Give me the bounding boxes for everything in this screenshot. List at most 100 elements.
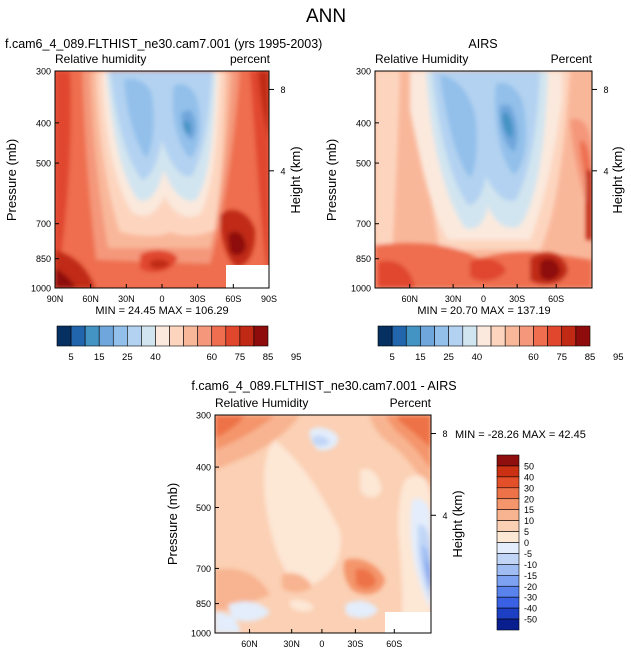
diff-title: f.cam6_4_089.FLTHIST_ne30.cam7.001 - AIR… bbox=[191, 379, 456, 393]
colorbar-swatch bbox=[183, 325, 198, 347]
diff-contour-field bbox=[215, 415, 431, 633]
colorbar-swatch bbox=[496, 465, 520, 478]
model-y-axis-label: Pressure (mb) bbox=[4, 139, 19, 221]
model-left-label: Relative humidity bbox=[55, 52, 146, 66]
colorbar-label: 40 bbox=[150, 352, 161, 363]
y2-tick-label: 8 bbox=[603, 85, 608, 95]
colorbar-swatch bbox=[496, 520, 520, 532]
colorbar-swatch bbox=[253, 325, 269, 347]
colorbar-label: 60 bbox=[528, 352, 539, 363]
colorbar-label: 95 bbox=[613, 352, 624, 363]
y-tick-label: 500 bbox=[36, 159, 51, 169]
colorbar-swatch bbox=[225, 325, 241, 347]
colorbar-swatch bbox=[169, 325, 184, 347]
colorbar-swatch bbox=[391, 325, 407, 347]
y-tick-label: 300 bbox=[356, 67, 371, 77]
x-tick-label: 30S bbox=[509, 294, 525, 304]
colorbar-swatch bbox=[141, 325, 156, 347]
y-tick-label: 1000 bbox=[191, 629, 211, 639]
colorbar-label: 75 bbox=[235, 352, 246, 363]
x-tick-label: 60S bbox=[386, 639, 402, 649]
diff-right-label: Percent bbox=[390, 396, 432, 410]
colorbar-swatch bbox=[496, 476, 520, 489]
colorbar-swatch bbox=[496, 596, 520, 609]
x-tick-label: 30N bbox=[118, 294, 135, 304]
obs-y2-axis-label: Height (km) bbox=[610, 146, 625, 213]
colorbar-swatch bbox=[434, 325, 449, 347]
model-right-label: percent bbox=[230, 52, 271, 66]
y-tick-label: 500 bbox=[196, 503, 211, 513]
y-tick-label: 700 bbox=[196, 564, 211, 574]
colorbar-label: 20 bbox=[524, 494, 534, 504]
colorbar-swatch bbox=[496, 575, 520, 587]
colorbar-swatch bbox=[70, 325, 86, 347]
colorbar-swatch bbox=[496, 564, 520, 576]
colorbar-swatch bbox=[448, 325, 464, 347]
colorbar-label: 75 bbox=[556, 352, 567, 363]
colorbar-swatch bbox=[405, 325, 421, 347]
colorbar-swatch bbox=[496, 618, 520, 631]
obs-left-label: Relative Humidity bbox=[375, 52, 468, 66]
colorbar-label: -5 bbox=[524, 549, 532, 559]
y-tick-label: 850 bbox=[36, 254, 51, 264]
colorbar-swatch bbox=[496, 498, 520, 510]
colorbar-label: 5 bbox=[524, 527, 529, 537]
colorbar-swatch bbox=[496, 454, 520, 467]
y2-tick-label: 8 bbox=[442, 429, 447, 439]
obs-y-axis-label: Pressure (mb) bbox=[324, 139, 339, 221]
y-tick-label: 1000 bbox=[31, 284, 51, 294]
x-tick-label: 30N bbox=[283, 639, 300, 649]
colorbar-label: 40 bbox=[524, 472, 534, 482]
colorbar-label: 5 bbox=[68, 352, 73, 363]
x-tick-label: 60S bbox=[548, 294, 564, 304]
x-tick-label: 30N bbox=[445, 294, 462, 304]
colorbar-label: 50 bbox=[524, 461, 534, 471]
x-tick-label: 30S bbox=[190, 294, 206, 304]
colorbar-swatch bbox=[490, 325, 506, 347]
colorbar-swatch bbox=[476, 325, 492, 347]
y-tick-label: 700 bbox=[356, 219, 371, 229]
colorbar-label: 25 bbox=[443, 352, 454, 363]
colorbar-label: 85 bbox=[263, 352, 274, 363]
colorbar-swatch bbox=[56, 325, 72, 347]
diff-axes: 300 400 500 700 850 1000 8 4 60N 30N 0 30S 60S bbox=[191, 411, 448, 650]
colorbar-swatch bbox=[112, 325, 128, 347]
colorbar-swatch bbox=[377, 325, 393, 347]
colorbar-label: 15 bbox=[94, 352, 105, 363]
y2-tick-label: 8 bbox=[280, 85, 285, 95]
x-tick-label: 0 bbox=[159, 294, 164, 304]
y2-tick-label: 4 bbox=[603, 166, 608, 176]
y-tick-label: 400 bbox=[196, 463, 211, 473]
colorbar-swatch bbox=[496, 531, 520, 543]
colorbar-swatch bbox=[496, 509, 520, 521]
colorbar-swatch bbox=[533, 325, 548, 347]
model-panel: f.cam6_4_089.FLTHIST_ne30.cam7.001 (yrs … bbox=[4, 37, 322, 317]
colorbar-swatch bbox=[197, 325, 213, 347]
colorbar-label: 15 bbox=[415, 352, 426, 363]
colorbar-swatch bbox=[127, 325, 142, 347]
diff-y2-axis-label: Height (km) bbox=[450, 490, 465, 557]
diff-y-axis-label: Pressure (mb) bbox=[165, 483, 180, 565]
colorbar-label: -10 bbox=[524, 560, 537, 570]
model-colorbar: 5 15 25 40 60 75 85 95 bbox=[56, 325, 302, 363]
colorbar-swatch bbox=[561, 325, 577, 347]
x-tick-label: 90N bbox=[47, 294, 64, 304]
y-tick-label: 400 bbox=[356, 118, 371, 128]
obs-axes: 300 400 500 700 850 1000 8 4 60N 30N 0 30S 60S bbox=[351, 67, 609, 305]
colorbar-label: 5 bbox=[389, 352, 394, 363]
colorbar-swatch bbox=[575, 325, 591, 347]
x-tick-label: 60S bbox=[225, 294, 241, 304]
colorbar-label: 95 bbox=[291, 352, 302, 363]
obs-stats: MIN = 20.70 MAX = 137.19 bbox=[417, 305, 550, 317]
colorbar-swatch bbox=[504, 325, 520, 347]
colorbar-label: 15 bbox=[524, 505, 534, 515]
colorbar-swatch bbox=[211, 325, 227, 347]
y-tick-label: 300 bbox=[196, 411, 211, 421]
colorbar-swatch bbox=[496, 553, 520, 565]
colorbar-label: 60 bbox=[206, 352, 217, 363]
colorbar-label: 40 bbox=[472, 352, 483, 363]
colorbar-label: -30 bbox=[524, 593, 537, 603]
colorbar-swatch bbox=[84, 325, 100, 347]
